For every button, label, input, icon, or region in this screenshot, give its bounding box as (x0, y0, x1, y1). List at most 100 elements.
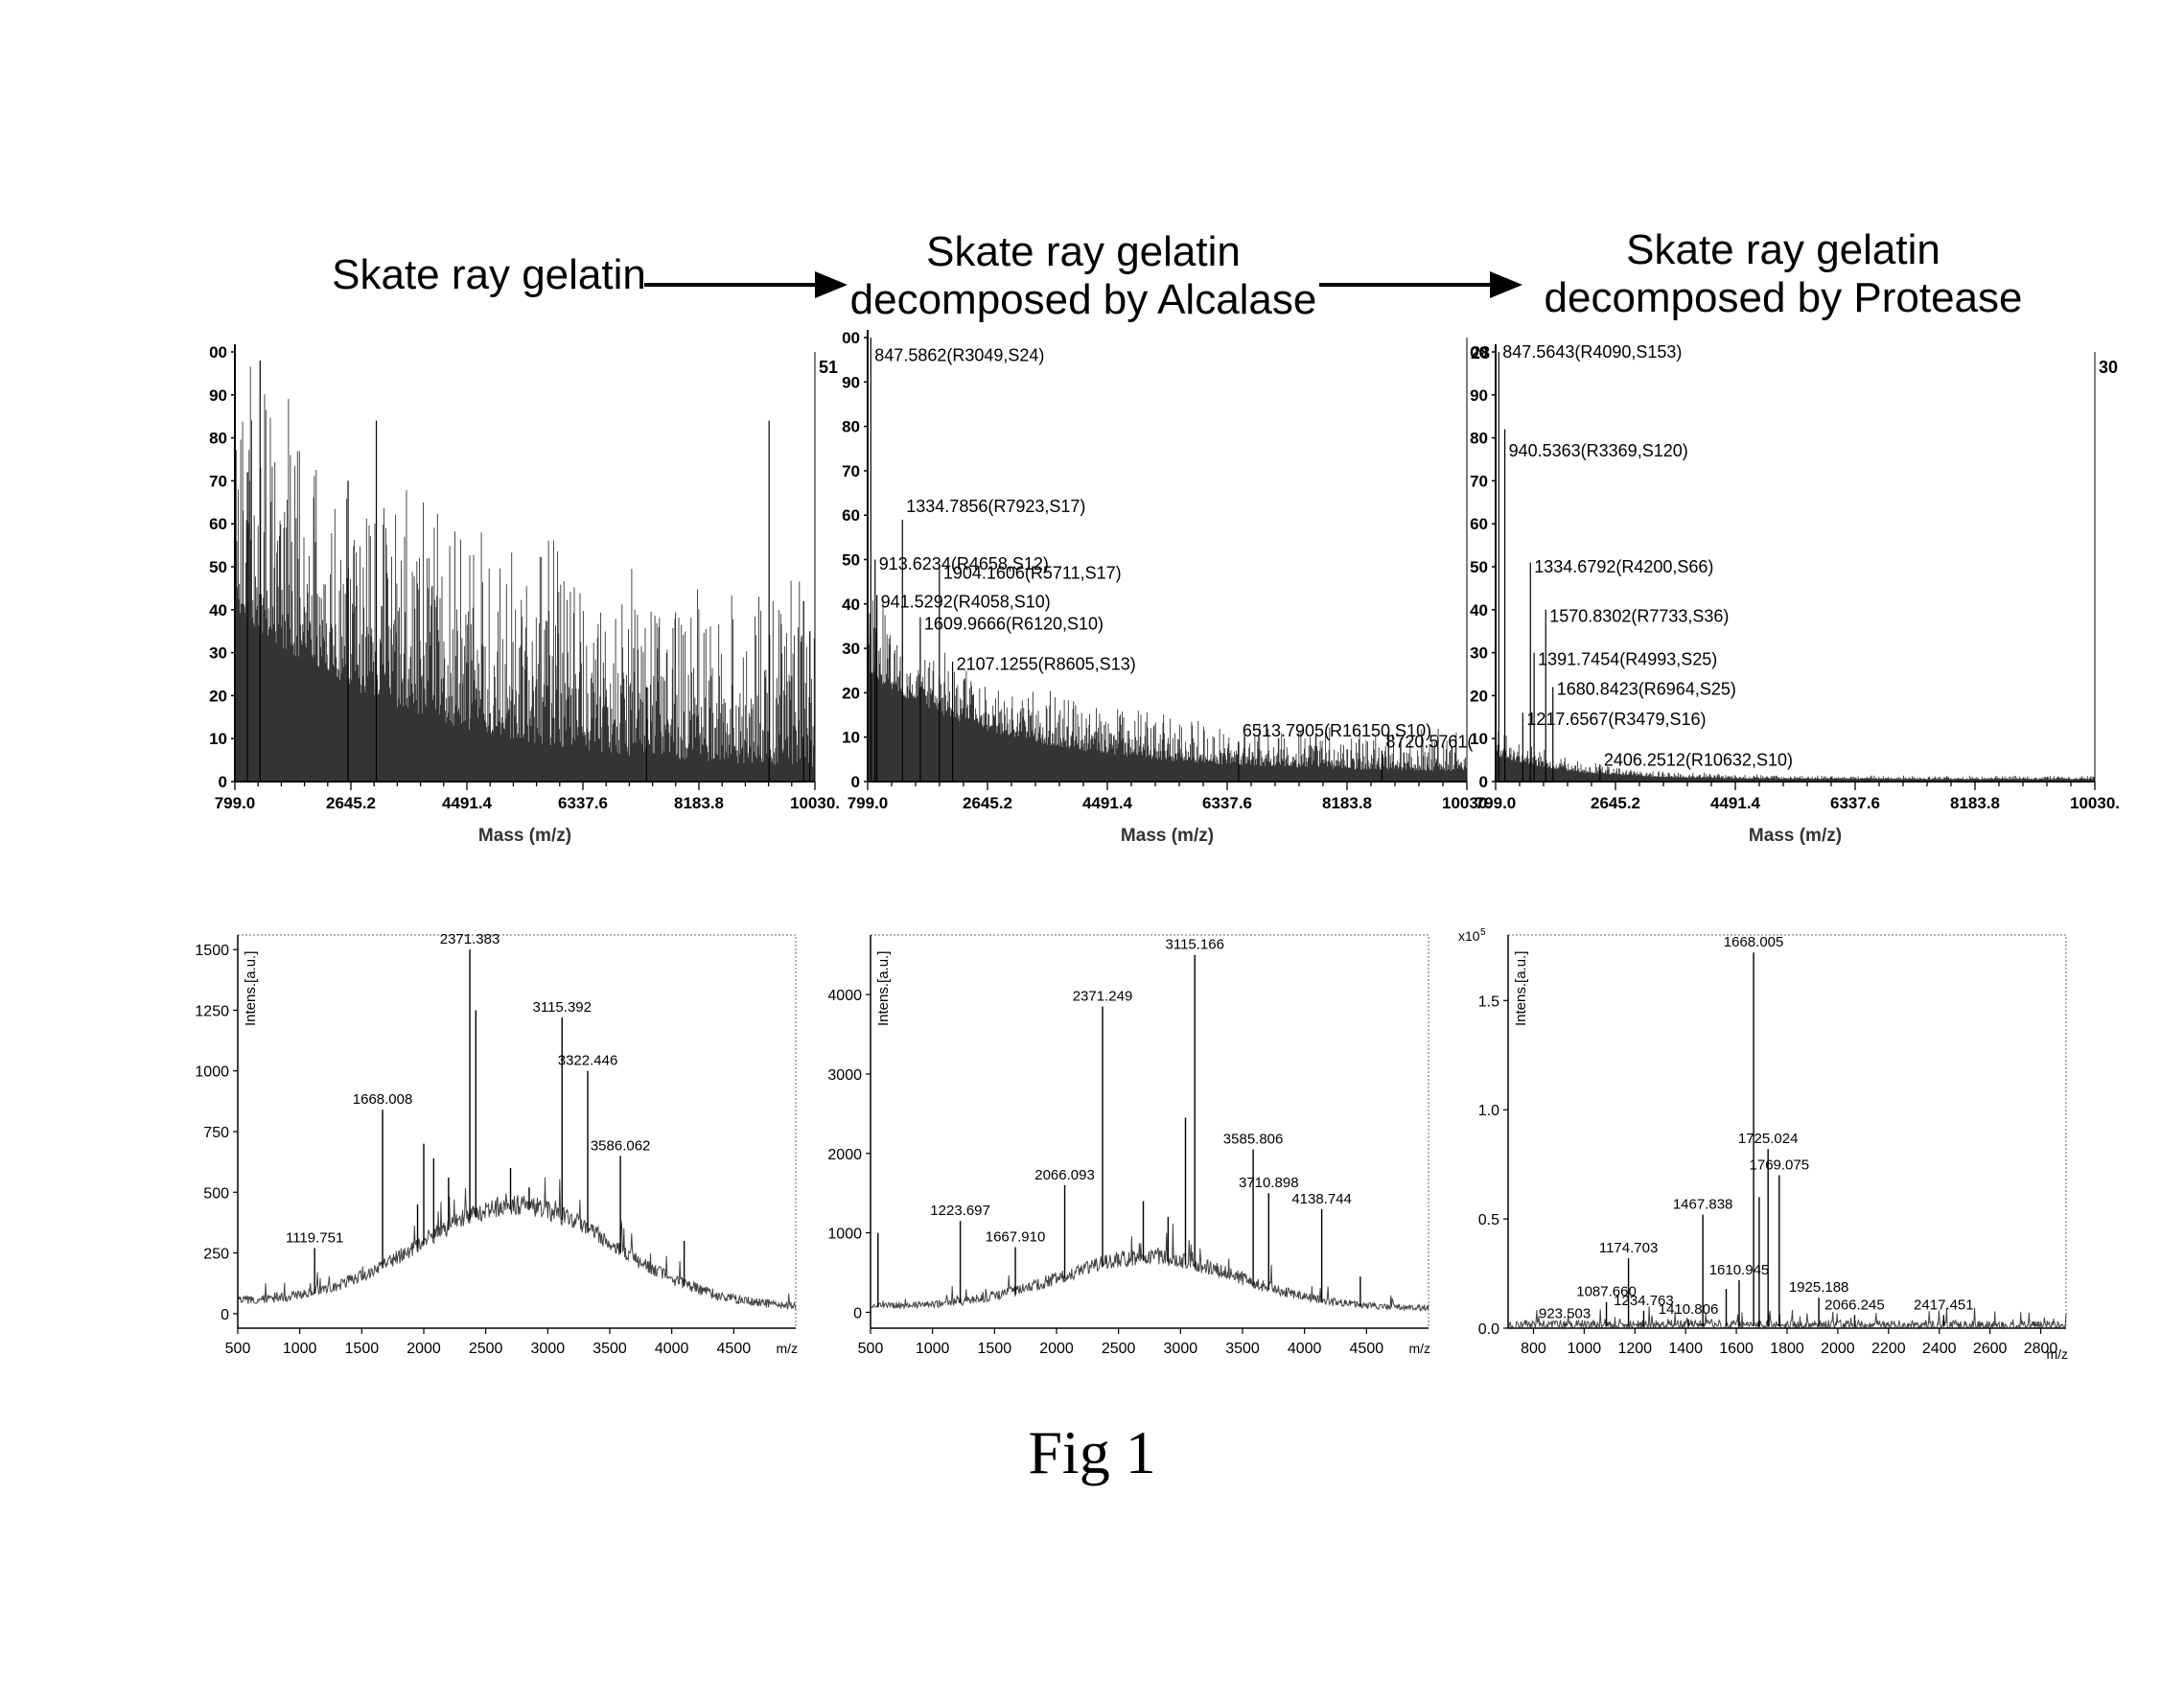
peak-annotation: 1769.075 (1750, 1157, 1810, 1174)
arrow-right-icon (644, 283, 844, 287)
y-tick-label: 20 (1470, 687, 1488, 705)
plot-frame (238, 935, 796, 1328)
y-tick-label: 80 (1470, 430, 1488, 448)
peak-annotation: 847.5862(R3049,S24) (874, 346, 1044, 365)
x-tick-label: 3500 (592, 1341, 627, 1357)
y-tick-label: 20 (842, 684, 860, 702)
peak-annotation: 2371.383 (440, 931, 500, 947)
y-tick-label: 0 (1479, 773, 1488, 791)
x-tick-label: 2645.2 (1591, 794, 1640, 812)
peak-annotation: 1410.806 (1659, 1301, 1719, 1318)
plot-frame (871, 935, 1429, 1328)
y-tick-label: 10 (1470, 730, 1488, 748)
x-tick-label: 2500 (1102, 1341, 1136, 1357)
y-tick-label: 0 (851, 773, 860, 791)
y-tick-label: 80 (209, 430, 227, 448)
x-tick-label: 6337.6 (1830, 794, 1880, 812)
peak-annotation: 1609.9666(R6120,S10) (924, 615, 1104, 634)
y-tick-label: 00 (1470, 343, 1488, 362)
peak-annotation: 1391.7454(R4993,S25) (1538, 649, 1717, 668)
stage-title-alcalase-line1: Skate ray gelatin (834, 228, 1333, 276)
x-tick-label: 1600 (1719, 1341, 1754, 1357)
y-axis-label: Intens.[a.u.] (243, 951, 259, 1026)
peak-annotation: 1925.188 (1789, 1279, 1849, 1296)
x-tick-label: 3500 (1225, 1341, 1260, 1357)
peak-annotation: 1217.6567(R3479,S16) (1526, 710, 1706, 729)
y-tick-label: 90 (209, 386, 227, 405)
y-axis-label: Intens.[a.u.] (875, 951, 892, 1026)
peak-annotation: 847.5643(R4090,S153) (1502, 342, 1682, 362)
x-tick-label: 8183.8 (1322, 794, 1372, 812)
y-tick-label: 0 (853, 1305, 862, 1321)
y-tick-label: 1.0 (1478, 1103, 1499, 1119)
stage-title-raw: Skate ray gelatin (288, 251, 690, 299)
peak-annotation: 3585.806 (1223, 1132, 1284, 1148)
x-tick-label: 4500 (717, 1341, 752, 1357)
y-tick-label: 3000 (827, 1067, 862, 1084)
x-tick-label: 4491.4 (1710, 794, 1761, 812)
x-tick-label: 1500 (345, 1341, 380, 1357)
x-tick-label: 3000 (1164, 1341, 1198, 1357)
peak-annotation: 1668.008 (353, 1091, 413, 1108)
spectrum-bottom-alcalase: 0100020003000400050010001500200025003000… (815, 916, 1448, 1367)
peak-annotation: 3322.446 (558, 1053, 618, 1069)
x-tick-label: 2200 (1871, 1341, 1906, 1357)
y-tick-label: 30 (1470, 644, 1488, 663)
peak-annotation: 1570.8302(R7733,S36) (1549, 607, 1729, 626)
x-tick-label: 2600 (1973, 1341, 2008, 1357)
figure-label: Fig 1 (0, 1417, 2184, 1488)
x-tick-label: 799.0 (1475, 794, 1517, 812)
y-tick-label: 4000 (827, 988, 862, 1004)
y-tick-label: 00 (209, 343, 227, 362)
peak-annotation: 1610.945 (1709, 1262, 1770, 1278)
x-axis-label: Mass (m/z) (1749, 826, 1842, 846)
spectrum-bottom-raw: 0250500750100012501500500100015002000250… (182, 916, 815, 1367)
y-tick-label: 40 (209, 601, 227, 619)
y-tick-label: 70 (1470, 472, 1488, 490)
spectrum-trace (871, 1224, 1429, 1310)
y-tick-label: 50 (1470, 558, 1488, 576)
x-tick-label: 4000 (655, 1341, 689, 1357)
y-tick-label: 20 (209, 687, 227, 705)
y-tick-label: 80 (842, 418, 860, 436)
spectrum-top-alcalase: 010203040506070809000799.02645.24491.463… (815, 316, 1486, 863)
y-axis-label: Intens.[a.u.] (1513, 951, 1529, 1026)
y-tick-label: 0 (219, 773, 227, 791)
stage-title-raw-line1: Skate ray gelatin (332, 251, 646, 298)
spectrum-top-raw: 010203040506070809000799.02645.24491.463… (182, 331, 834, 868)
spectrum-bottom-alcalase-svg: 0100020003000400050010001500200025003000… (815, 916, 1448, 1367)
y-tick-label: 750 (203, 1125, 229, 1141)
spectrum-top-alcalase-svg: 010203040506070809000799.02645.24491.463… (815, 316, 1486, 863)
y-tick-label: 250 (203, 1247, 229, 1263)
x-tick-label: 799.0 (215, 794, 256, 812)
y-tick-label: 50 (209, 558, 227, 576)
peak-annotation: 1467.838 (1673, 1197, 1733, 1213)
peak-annotation: 1668.005 (1724, 934, 1784, 950)
x-tick-label: 2000 (1821, 1341, 1855, 1357)
spectrum-top-protease: 010203040506070809000799.02645.24491.463… (1443, 331, 2114, 868)
peak-annotation: 2107.1255(R8605,S13) (957, 654, 1136, 673)
x-tick-label: 1200 (1617, 1341, 1652, 1357)
spectrum-top-raw-svg: 010203040506070809000799.02645.24491.463… (182, 331, 834, 868)
spectrum-trace (235, 366, 815, 782)
y-tick-label: 40 (842, 596, 860, 614)
y-tick-label: 1500 (195, 943, 229, 959)
x-tick-label: 500 (225, 1341, 251, 1357)
peak-annotation: 1223.697 (930, 1203, 990, 1219)
y-tick-label: 90 (1470, 386, 1488, 405)
peak-annotation: 941.5292(R4058,S10) (881, 592, 1051, 611)
x-tick-label: 2645.2 (326, 794, 376, 812)
y-tick-label: 1000 (827, 1227, 862, 1243)
peak-annotation: 1680.8423(R6964,S25) (1557, 680, 1736, 699)
peak-annotation: 1667.910 (986, 1229, 1046, 1246)
peak-annotation: 2371.249 (1073, 989, 1133, 1005)
peak-annotation: 2417.451 (1914, 1297, 1974, 1313)
spectrum-bottom-raw-svg: 0250500750100012501500500100015002000250… (182, 916, 815, 1367)
x-tick-label: 2400 (1922, 1341, 1957, 1357)
y-tick-label: 10 (209, 730, 227, 748)
spectrum-trace (1496, 732, 2095, 782)
peak-annotation: 1334.7856(R7923,S17) (906, 497, 1085, 516)
y-tick-label: 1000 (195, 1064, 229, 1081)
y-tick-label: 90 (842, 373, 860, 391)
x-axis-label: Mass (m/z) (478, 826, 571, 846)
